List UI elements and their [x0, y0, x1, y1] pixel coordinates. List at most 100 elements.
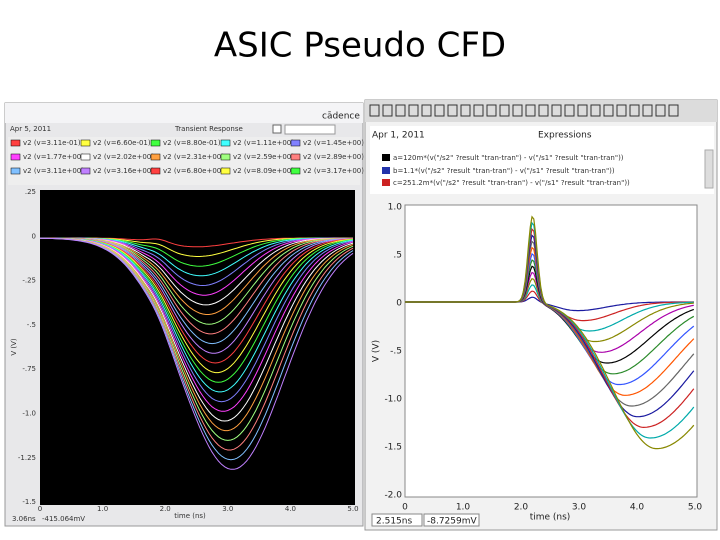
legend-swatch	[10, 153, 21, 161]
legend-swatch	[290, 167, 301, 175]
date: Apr 5, 2011	[10, 125, 51, 133]
legend-entry: v2 (v=6.60e-01)	[93, 139, 151, 147]
legend-entry: v2 (v=8.80e-01)	[163, 139, 221, 147]
legend-swatch	[382, 179, 390, 186]
legend-entry: v2 (v=6.80e+00)	[163, 167, 224, 175]
slide-title: ASIC Pseudo CFD	[214, 26, 506, 66]
tool-icon[interactable]	[564, 104, 575, 117]
tool-icon[interactable]	[629, 104, 640, 117]
tool-icon[interactable]	[512, 104, 523, 117]
y-tick-label: -.25	[22, 277, 36, 285]
legend-entry: v2 (v=8.09e+00)	[233, 167, 294, 175]
y-tick-label: 0	[396, 299, 402, 309]
legend-swatch	[80, 153, 91, 161]
x-tick-label: 2.0	[160, 505, 171, 513]
tool-icon[interactable]	[538, 104, 549, 117]
plot-title: Transient Response	[174, 125, 243, 133]
toolbar	[5, 103, 363, 123]
tool-icon[interactable]	[395, 104, 406, 117]
x-tick-label: 5.0	[688, 503, 703, 513]
legend-entry: v2 (v=1.45e+00)	[303, 139, 364, 147]
tool-icon[interactable]	[382, 104, 393, 117]
x-tick-label: 4.0	[285, 505, 296, 513]
tool-icon[interactable]	[460, 104, 471, 117]
expression: a=120m*(v("/s2" ?result "tran-tran") - v…	[393, 154, 624, 162]
legend-swatch	[220, 167, 231, 175]
tool-icon[interactable]	[408, 104, 419, 117]
dropdown[interactable]	[284, 124, 336, 135]
x-axis-label: time (ns)	[530, 513, 571, 523]
legend-swatch	[80, 139, 91, 147]
waveform	[39, 237, 354, 470]
status-value: -415.064mV	[42, 515, 85, 523]
brand: cādence	[322, 112, 360, 122]
y-tick-label: .25	[25, 188, 36, 196]
tool-icon[interactable]	[616, 104, 627, 117]
waveform	[405, 215, 695, 450]
x-tick-label: 2.0	[514, 503, 529, 513]
legend-entry: v2 (v=3.17e+00)	[303, 167, 364, 175]
tool-icon[interactable]	[577, 104, 588, 117]
expression: c=251.2m*(v("/s2" ?result "tran-tran") -…	[393, 179, 630, 187]
tool-icon[interactable]	[434, 104, 445, 117]
tool-icon[interactable]	[499, 104, 510, 117]
plot-area	[404, 204, 698, 498]
legend-swatch	[382, 154, 390, 161]
y-tick-label: 0	[32, 232, 36, 240]
y-tick-label: -.75	[22, 365, 36, 373]
y-tick-label: -1.5	[384, 443, 402, 453]
y-tick-label: -1.0	[384, 395, 402, 405]
legend-swatch	[220, 139, 231, 147]
legend-swatch	[290, 153, 301, 161]
legend-swatch	[10, 167, 21, 175]
legend-swatch	[382, 167, 390, 174]
date: Apr 1, 2011	[372, 131, 425, 141]
x-axis-label: time (ns)	[174, 512, 206, 520]
legend-entry: v2 (v=1.77e+00)	[23, 153, 84, 161]
tool-icon[interactable]	[668, 104, 679, 117]
legend-swatch	[150, 153, 161, 161]
tool-icon[interactable]	[590, 104, 601, 117]
legend-entry: v2 (v=3.11e-01)	[23, 139, 81, 147]
tool-icon[interactable]	[551, 104, 562, 117]
tool-icon[interactable]	[447, 104, 458, 117]
legend-swatch	[290, 139, 301, 147]
y-tick-label: -2.0	[384, 491, 402, 501]
y-tick-label: 1.0	[388, 203, 403, 213]
y-tick-label: -1.25	[18, 454, 36, 462]
left-window: cādence Apr 5, 2011 Transient Response t…	[4, 102, 364, 527]
legend-entry: v2 (v=2.89e+00)	[303, 153, 364, 161]
checkbox[interactable]	[272, 124, 282, 134]
legend-swatch	[220, 153, 231, 161]
legend-entry: v2 (v=2.02e+00)	[93, 153, 154, 161]
y-tick-label: .5	[393, 251, 402, 261]
tool-icon[interactable]	[421, 104, 432, 117]
legend-entry: v2 (v=1.11e+00)	[233, 139, 294, 147]
legend-entry: v2 (v=3.11e+00)	[23, 167, 84, 175]
tool-icon[interactable]	[642, 104, 653, 117]
x-tick-label: 1.0	[97, 505, 108, 513]
y-tick-label: -.5	[27, 321, 36, 329]
legend-swatch	[150, 167, 161, 175]
tool-icon[interactable]	[486, 104, 497, 117]
legend-swatch	[150, 139, 161, 147]
tool-icon[interactable]	[655, 104, 666, 117]
status-time: 2.515ns	[376, 517, 412, 527]
tool-icon[interactable]	[473, 104, 484, 117]
plot-area	[40, 190, 355, 505]
y-tick-label: -1.0	[22, 410, 36, 418]
tool-icon[interactable]	[369, 104, 380, 117]
tool-icon[interactable]	[603, 104, 614, 117]
tool-icon[interactable]	[525, 104, 536, 117]
header-box	[370, 126, 714, 194]
legend-swatch	[80, 167, 91, 175]
x-tick-label: 3.0	[572, 503, 587, 513]
x-tick-label: 5.0	[347, 505, 358, 513]
right-window: Apr 1, 2011 Expressions a=120m*(v("/s2" …	[364, 99, 718, 531]
status-box	[423, 513, 480, 527]
status-value: -8.7259mV	[427, 517, 478, 527]
scrollbar[interactable]	[704, 149, 714, 189]
y-tick-label: -.5	[390, 347, 402, 357]
x-tick-label: 3.0	[222, 505, 233, 513]
